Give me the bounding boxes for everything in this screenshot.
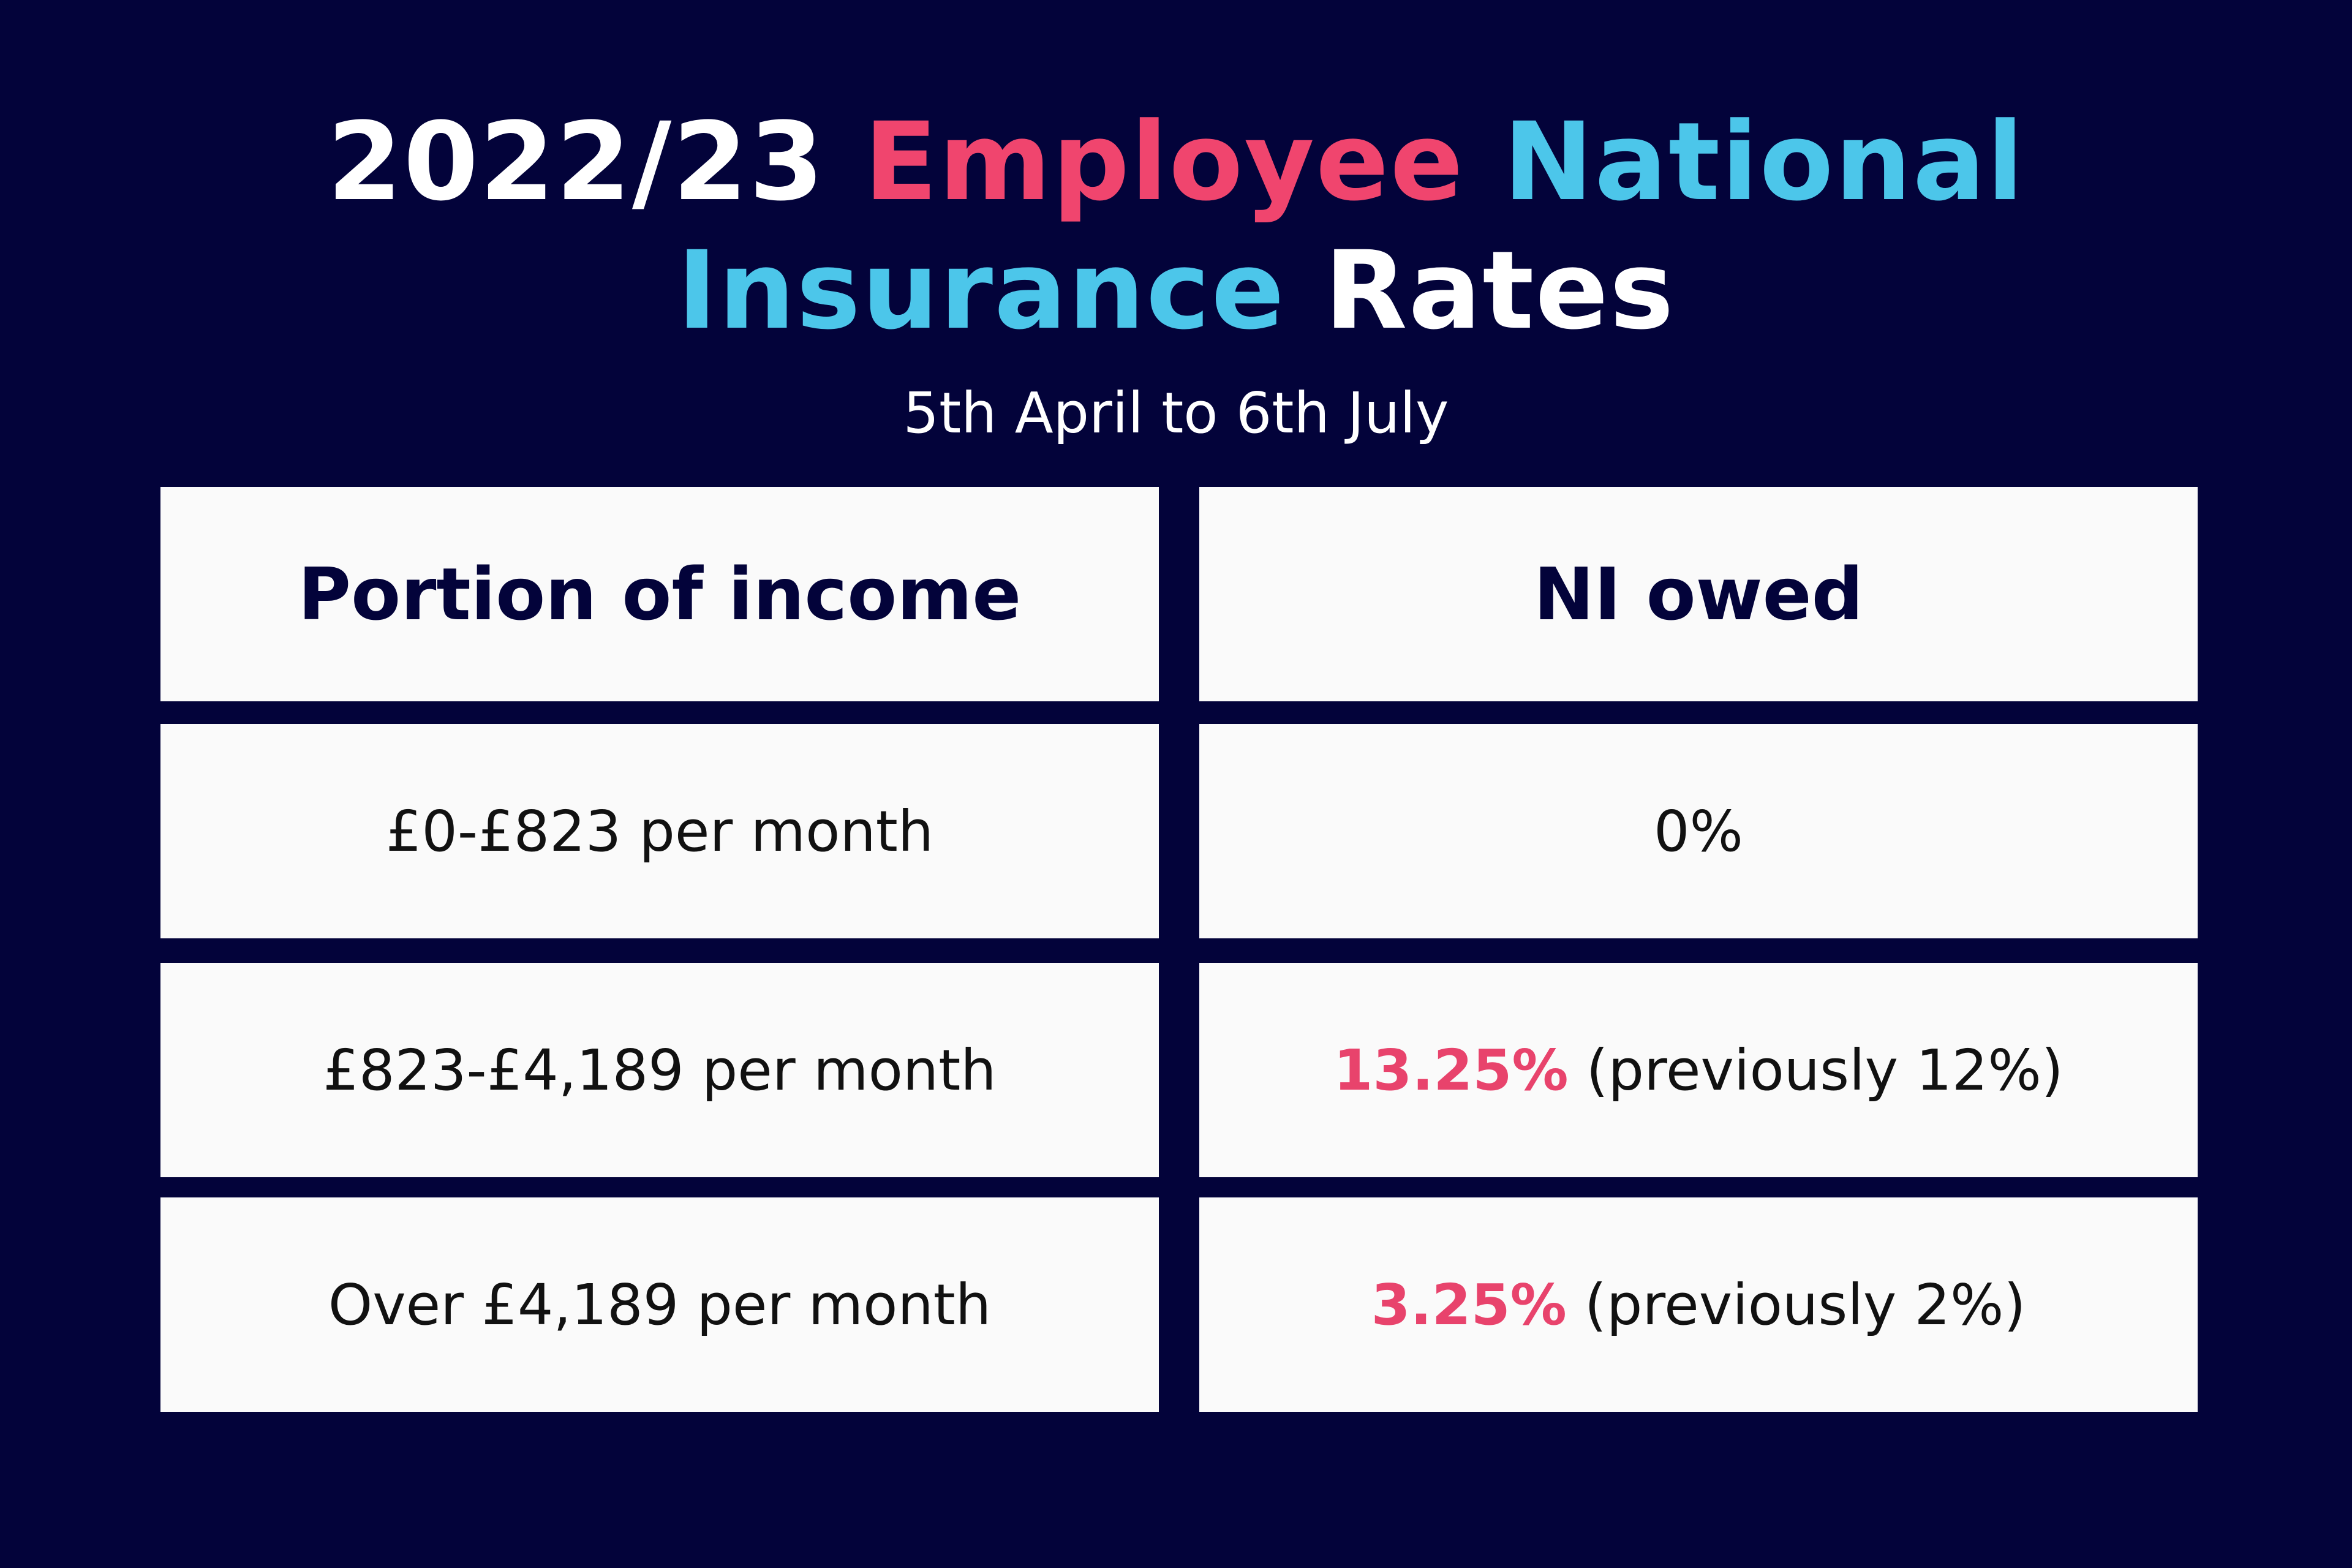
- title-rates: Rates: [1324, 228, 1675, 353]
- row-3-rate-note: (previously 2%): [1585, 1272, 2026, 1338]
- title-year: 2022/23: [327, 99, 826, 225]
- row-1-rate-value: 0%: [1654, 798, 1743, 864]
- row-2-income: £823-£4,189 per month: [160, 963, 1159, 1177]
- row-3-rate-value: 3.25%: [1371, 1272, 1567, 1338]
- row-1-rate: 0%: [1199, 724, 2198, 938]
- title-employee: Employee: [864, 99, 1464, 225]
- header-ni-owed: NI owed: [1199, 487, 2198, 701]
- row-1-income: £0-£823 per month: [160, 724, 1159, 938]
- row-2-rate: 13.25% (previously 12%): [1199, 963, 2198, 1177]
- date-range-subtitle: 5th April to 6th July: [903, 380, 1449, 446]
- title-line-2: Insurance Rates: [0, 227, 2352, 355]
- row-2-rate-value: 13.25%: [1333, 1037, 1569, 1103]
- row-2-rate-note: (previously 12%): [1586, 1037, 2064, 1103]
- row-3-rate: 3.25% (previously 2%): [1199, 1197, 2198, 1412]
- title-line-1: 2022/23 Employee National: [0, 98, 2352, 227]
- title-national: National: [1503, 99, 2025, 225]
- row-3-income: Over £4,189 per month: [160, 1197, 1159, 1412]
- title-insurance: Insurance: [677, 228, 1286, 353]
- header-portion-of-income: Portion of income: [160, 487, 1159, 701]
